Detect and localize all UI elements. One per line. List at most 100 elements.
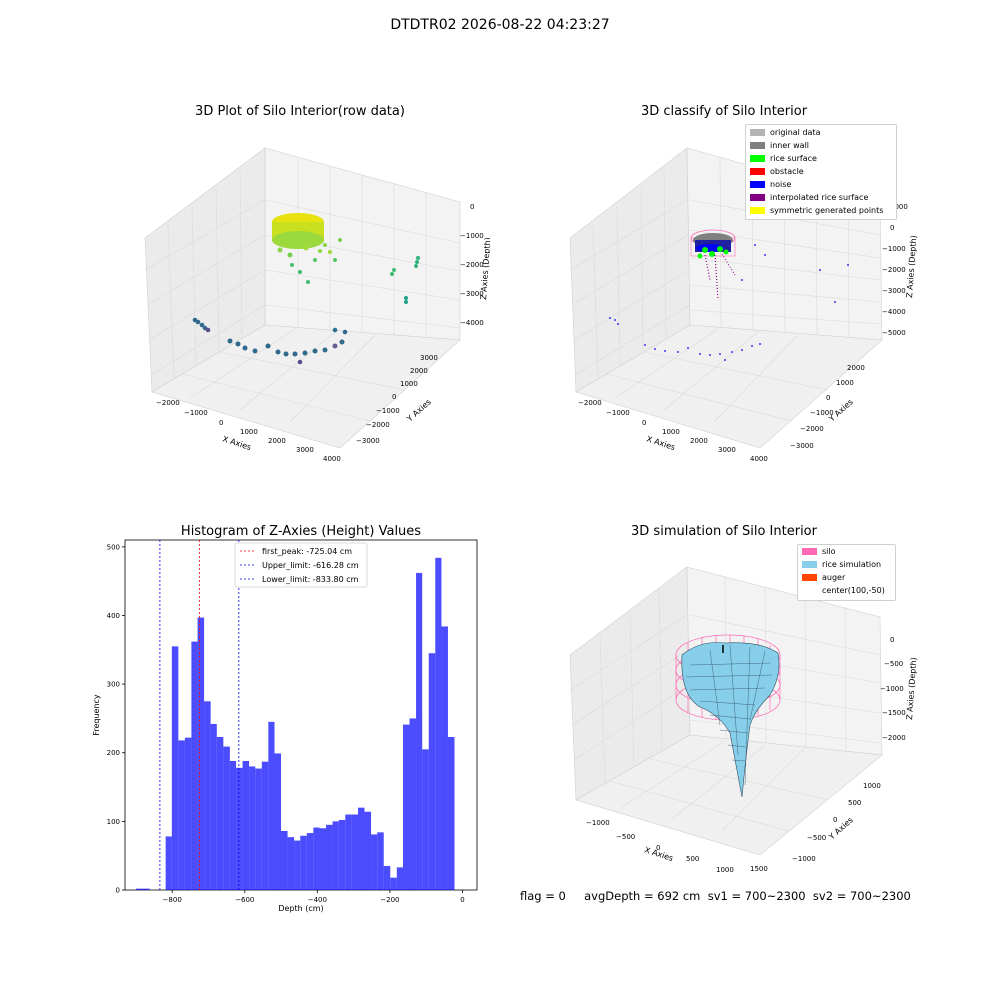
histogram-bar: [229, 760, 237, 890]
classify-x-tick: 1000: [662, 428, 680, 436]
histogram-bar: [313, 827, 320, 890]
histogram-bar: [396, 867, 403, 890]
histogram-y-tick-label: 200: [107, 749, 120, 757]
histogram-bar: [371, 834, 378, 890]
raw-y-tick: −1000: [376, 407, 400, 415]
classify-legend-item: original data: [750, 128, 820, 137]
raw-bottom-cluster: [192, 317, 348, 365]
simulation-z-tick: 0: [890, 636, 894, 644]
legend-lower-limit: Lower_limit: -833.80 cm: [262, 575, 359, 584]
simulation-rice-mesh: [685, 644, 773, 786]
classify-z-tick: −1000: [882, 245, 906, 253]
histogram-bar: [178, 740, 185, 890]
simulation-legend-item: rice simulation: [802, 560, 881, 569]
simulation-y-tick: −1000: [792, 855, 816, 863]
histogram-x-tick-label: 0: [460, 896, 464, 904]
raw-y-tick: 1000: [400, 380, 418, 388]
legend-swatch: [750, 155, 765, 162]
classify-noise-points: [609, 244, 849, 361]
legend-swatch: [802, 561, 817, 568]
simulation-legend: silo rice simulation auger center(100,-5…: [797, 544, 896, 601]
histogram-bar: [319, 828, 327, 890]
histogram-x-axis-label: Depth (cm): [278, 904, 323, 913]
histogram-legend: first_peak: -725.04 cm Upper_limit: -616…: [234, 542, 368, 588]
simulation-x-tick: 1000: [716, 866, 734, 874]
histogram-bar: [390, 877, 397, 890]
classify-x-tick: −2000: [578, 399, 602, 407]
histogram-bar: [216, 736, 224, 890]
raw-grid: [144, 157, 461, 423]
simulation-x-tick: 0: [656, 844, 660, 852]
classify-z-tick: −4000: [882, 308, 906, 316]
raw-x-tick: 1000: [240, 428, 258, 436]
histogram-bar: [242, 760, 250, 890]
simulation-3d-plot: −1000 −500 0 500 1000 1500 1000 500 0 −5…: [569, 566, 918, 874]
simulation-y-tick: −500: [807, 834, 826, 842]
raw-z-tick: −1000: [460, 232, 484, 240]
classify-y-tick: 0: [826, 394, 830, 402]
simulation-z-axis-label: Z Axies (Depth): [905, 657, 918, 720]
histogram-bar: [184, 737, 192, 890]
raw-x-tick: 2000: [268, 437, 286, 445]
histogram-bar: [294, 840, 301, 890]
status-line: flag = 0 avgDepth = 692 cm sv1 = 700~230…: [520, 889, 911, 903]
legend-swatch: [802, 548, 817, 555]
raw-3d-plot: −2000 −1000 0 1000 2000 3000 4000 3000 2…: [144, 147, 490, 463]
histogram-y-tick-label: 100: [107, 818, 120, 826]
classify-legend-item: inner wall: [750, 141, 809, 150]
classify-legend: original data inner wall rice surface ob…: [745, 124, 897, 220]
histogram-x-tick-label: −400: [308, 896, 327, 904]
classify-x-axis-label: X Axies: [645, 434, 676, 452]
simulation-x-tick: −1000: [586, 819, 610, 827]
raw-y-tick: −2000: [366, 421, 390, 429]
legend-upper-limit: Upper_limit: -616.28 cm: [262, 561, 359, 570]
histogram-bar: [287, 837, 295, 890]
simulation-x-tick: 1500: [750, 865, 768, 873]
simulation-floor: [575, 734, 883, 856]
classify-z-tick: −5000: [882, 329, 906, 337]
legend-swatch: [750, 142, 765, 149]
classify-x-tick: −1000: [606, 409, 630, 417]
legend-swatch: [750, 194, 765, 201]
raw-y-tick: 3000: [420, 354, 438, 362]
classify-y-tick: 2000: [847, 364, 865, 372]
histogram-bar: [197, 617, 205, 890]
histogram-bar: [236, 767, 243, 890]
simulation-plot-title: 3D simulation of Silo Interior: [631, 524, 817, 539]
classify-z-tick: 0: [890, 224, 894, 232]
classify-y-tick: 1000: [836, 379, 854, 387]
classify-legend-item: noise: [750, 180, 791, 189]
histogram-y-tick-label: 500: [107, 543, 120, 551]
classify-x-tick: 4000: [750, 455, 768, 463]
histogram-bar: [377, 832, 384, 890]
histogram-bar: [338, 820, 346, 890]
histogram-bar: [306, 833, 314, 890]
raw-z-tick: −4000: [460, 319, 484, 327]
classify-floor: [575, 324, 883, 449]
histogram-bar: [428, 653, 436, 890]
legend-swatch: [750, 129, 765, 136]
simulation-y-tick: 0: [833, 816, 837, 824]
histogram-bar: [351, 814, 358, 890]
raw-x-tick: −1000: [184, 409, 208, 417]
classify-grid: [569, 156, 881, 423]
histogram-bar: [135, 888, 150, 890]
classify-y-tick: −2000: [800, 425, 824, 433]
raw-x-tick: 0: [219, 419, 223, 427]
histogram-x-tick-label: −800: [163, 896, 182, 904]
histogram-bar: [345, 814, 352, 890]
histogram-bar: [441, 626, 448, 890]
figure-title: DTDTR02 2026-08-22 04:23:27: [390, 17, 610, 33]
raw-y-tick: 0: [392, 393, 396, 401]
raw-z-tick: 0: [470, 203, 474, 211]
classify-legend-item: symmetric generated points: [750, 206, 883, 215]
legend-swatch: [802, 574, 817, 581]
simulation-legend-item: auger: [802, 573, 845, 582]
histogram-bar: [255, 768, 262, 890]
raw-x-axis-label: X Axies: [221, 434, 252, 452]
histogram-bar: [409, 718, 417, 890]
raw-x-tick: 4000: [323, 455, 341, 463]
classify-y-tick: −3000: [790, 442, 814, 450]
histogram-bar: [383, 865, 391, 890]
histogram-bar: [274, 753, 282, 890]
